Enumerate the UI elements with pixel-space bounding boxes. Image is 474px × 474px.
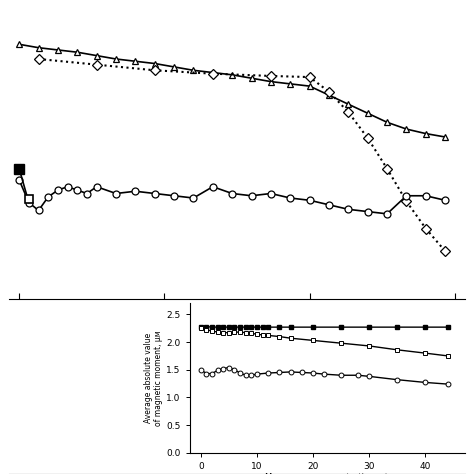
Y-axis label: Average absolute value
of magnetic moment, μᴍ: Average absolute value of magnetic momen… [144,330,164,426]
